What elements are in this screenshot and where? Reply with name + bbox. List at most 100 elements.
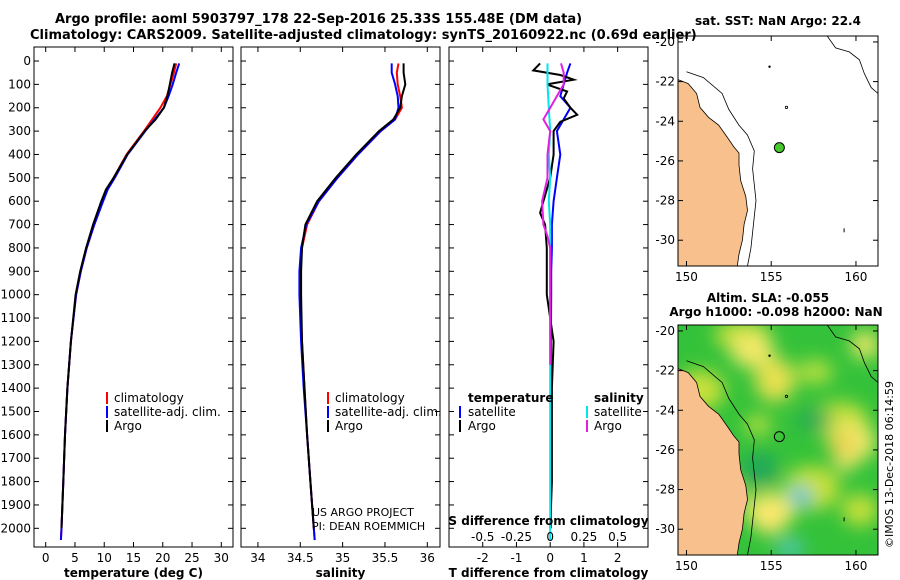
sla-anomaly-patch xyxy=(828,433,856,457)
map-lat-label: -22 xyxy=(655,75,675,89)
salinity-xtick-label: 36 xyxy=(420,551,435,565)
difference-panel-frame xyxy=(448,46,649,548)
map-lat-label: -24 xyxy=(655,403,675,417)
map-lat-label: -22 xyxy=(655,364,675,378)
temperature-legend-item: satellite-adj. clim. xyxy=(114,405,221,419)
credit-pi: PI: DEAN ROEMMICH xyxy=(312,520,425,533)
map-lat-label: -28 xyxy=(655,194,675,208)
s-difference-label: S difference from climatology xyxy=(448,514,648,528)
map-lon-label: 150 xyxy=(675,270,698,284)
sla-anomaly-patch xyxy=(851,331,878,359)
map-lat-label: -26 xyxy=(655,154,675,168)
depth-tick-label: 700 xyxy=(8,218,31,232)
salinity-legend-item: Argo xyxy=(335,419,363,433)
map-lon-label: 160 xyxy=(845,270,868,284)
depth-tick-label: 1200 xyxy=(0,334,31,348)
difference-xtick-label: -1 xyxy=(510,551,522,565)
legend-swatch xyxy=(327,392,329,404)
temperature-xtick-label: 15 xyxy=(126,551,141,565)
isobath-contour xyxy=(686,360,757,555)
map-lat-label: -30 xyxy=(655,233,675,247)
salinity-legend-item: satellite-adj. clim. xyxy=(335,405,442,419)
credit-project: US ARGO PROJECT xyxy=(312,506,414,519)
sla-anomaly-patch xyxy=(755,358,795,402)
salinity-series-group xyxy=(298,63,407,541)
depth-tick-label: 1100 xyxy=(0,311,31,325)
difference-xtick-label: 0 xyxy=(546,551,554,565)
salinity-legend-item: climatology xyxy=(335,391,405,405)
depth-tick-label: 1700 xyxy=(0,451,31,465)
legend-swatch xyxy=(459,420,461,432)
s-difference-tick-label: -0.25 xyxy=(501,530,532,544)
difference-xtick-label: 2 xyxy=(614,551,622,565)
argo-position-marker xyxy=(773,142,785,154)
map-lat-label: -30 xyxy=(655,522,675,536)
sla-anomaly-patch xyxy=(730,332,774,368)
temperature-series-group xyxy=(59,63,181,541)
legend-swatch xyxy=(586,420,588,432)
temperature-xtick-label: 30 xyxy=(214,551,229,565)
s-difference-tick-label: 0.25 xyxy=(571,530,598,544)
difference-line-s-argo xyxy=(541,63,565,365)
legend-salinity-title: salinity xyxy=(594,391,644,405)
depth-tick-label: 600 xyxy=(8,194,31,208)
depth-tick-label: 200 xyxy=(8,101,31,115)
temperature-legend-item: Argo xyxy=(114,419,142,433)
depth-tick-label: 1000 xyxy=(0,288,31,302)
depth-tick-label: 0 xyxy=(23,54,31,68)
temperature-xtick-label: 10 xyxy=(97,551,112,565)
temperature-legend-item: climatology xyxy=(114,391,184,405)
argo-position-marker xyxy=(773,431,785,443)
depth-tick-label: 500 xyxy=(8,171,31,185)
new-caledonia-coastline xyxy=(826,325,878,383)
salinity-panel-frame xyxy=(240,46,441,548)
legend-salinity-item: satellite xyxy=(594,405,642,419)
difference-xlabel: T difference from climatology xyxy=(449,566,649,580)
new-caledonia-coastline xyxy=(826,36,878,94)
sst-map-title: sat. SST: NaN Argo: 22.4 xyxy=(695,14,861,28)
map-lon-label: 150 xyxy=(675,559,698,573)
map-lat-label: -26 xyxy=(655,443,675,457)
map-lat-label: -20 xyxy=(655,35,675,49)
legend-swatch xyxy=(106,420,108,432)
legend-salinity-item: Argo xyxy=(594,419,622,433)
temperature-line-argo xyxy=(60,63,176,529)
legend-swatch xyxy=(459,406,461,418)
australia-coastline xyxy=(678,79,748,266)
map-lat-label: -28 xyxy=(655,483,675,497)
legend-temperature-item: satellite xyxy=(468,405,516,419)
sla-anomaly-patch xyxy=(742,452,778,488)
difference-series-group xyxy=(531,62,579,540)
depth-tick-label: 800 xyxy=(8,241,31,255)
map-lon-label: 155 xyxy=(760,559,783,573)
s-difference-tick-label: 0.5 xyxy=(608,530,627,544)
depth-tick-label: 1400 xyxy=(0,381,31,395)
temperature-xtick-label: 25 xyxy=(184,551,199,565)
map-lat-label: -24 xyxy=(655,114,675,128)
depth-tick-label: 400 xyxy=(8,147,31,161)
salinity-xtick-label: 35.5 xyxy=(372,551,399,565)
sla-anomaly-patch xyxy=(796,493,808,503)
sla-anomaly-patch xyxy=(744,415,772,435)
depth-tick-label: 100 xyxy=(8,77,31,91)
title-line-1: Argo profile: aoml 5903797_178 22-Sep-20… xyxy=(55,12,583,27)
legend-swatch xyxy=(586,406,588,418)
island-marker xyxy=(784,105,789,109)
legend-swatch xyxy=(106,406,108,418)
depth-tick-label: 1900 xyxy=(0,498,31,512)
australia-coastline xyxy=(678,368,748,555)
salinity-line-satellite-adj-clim- xyxy=(298,63,400,541)
sla-anomaly-patch xyxy=(797,360,833,384)
temperature-xtick-label: 20 xyxy=(155,551,170,565)
legend-swatch xyxy=(327,406,329,418)
s-difference-tick-label: -0.5 xyxy=(471,530,494,544)
temperature-xtick-label: 5 xyxy=(71,551,79,565)
depth-tick-label: 300 xyxy=(8,124,31,138)
salinity-xtick-label: 34.5 xyxy=(287,551,314,565)
sla-anomaly-patch xyxy=(754,510,786,534)
island-marker xyxy=(784,394,789,398)
temperature-xtick-label: 0 xyxy=(42,551,50,565)
salinity-xtick-label: 35 xyxy=(335,551,350,565)
depth-tick-label: 1600 xyxy=(0,428,31,442)
temperature-xlabel: temperature (deg C) xyxy=(64,566,203,580)
